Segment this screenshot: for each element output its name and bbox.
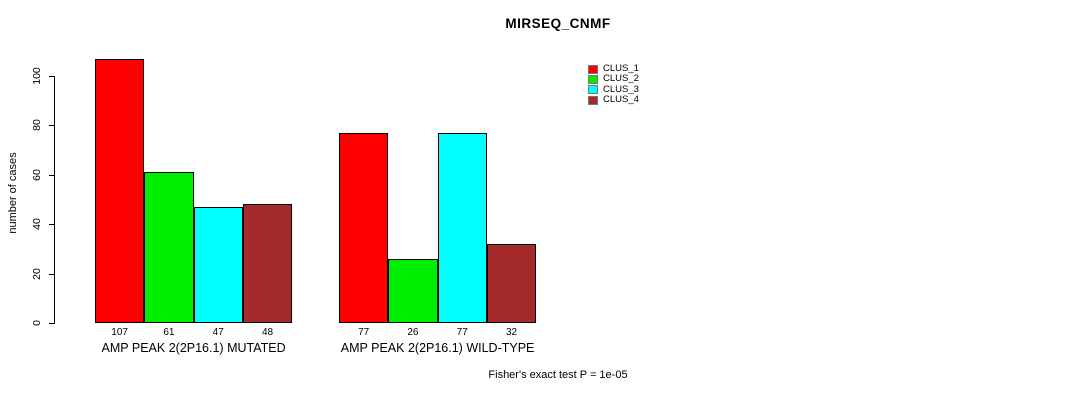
y-tick-label: 100 bbox=[31, 67, 43, 85]
bar-value-label: 77 bbox=[456, 327, 468, 338]
bar-clus_2-group1 bbox=[144, 172, 194, 323]
bar-clus_3-group1 bbox=[193, 206, 243, 323]
y-tick-mark bbox=[49, 174, 54, 176]
bar-value-label: 77 bbox=[358, 327, 370, 338]
y-tick-label: 40 bbox=[31, 218, 43, 231]
y-tick-mark bbox=[49, 76, 54, 77]
legend-swatch-icon bbox=[588, 85, 598, 95]
legend-swatch-icon bbox=[588, 95, 598, 105]
bar-clus_4-group2 bbox=[486, 243, 537, 323]
y-tick-label: 20 bbox=[31, 267, 43, 280]
legend-swatch-icon bbox=[588, 74, 598, 84]
bar-value-label: 47 bbox=[212, 327, 224, 338]
y-axis-line bbox=[54, 76, 55, 324]
legend-label: CLUS_2 bbox=[603, 73, 639, 85]
bar-value-label: 26 bbox=[407, 327, 419, 338]
y-tick-label: 0 bbox=[31, 320, 43, 326]
bar-value-label: 48 bbox=[261, 327, 274, 338]
bar-clus_1-group1 bbox=[95, 58, 145, 323]
y-tick-mark bbox=[49, 323, 54, 324]
chart-title: MIRSEQ_CNMF bbox=[505, 16, 611, 31]
legend-item-clus_3: CLUS_3 bbox=[588, 83, 639, 95]
legend: CLUS_1 CLUS_2 CLUS_3 CLUS_4 bbox=[588, 64, 639, 105]
bar-clus_1-group2 bbox=[339, 132, 389, 323]
y-axis-title: number of cases bbox=[7, 152, 19, 234]
group-label: AMP PEAK 2(2P16.1) WILD-TYPE bbox=[340, 341, 535, 355]
legend-item-clus_4: CLUS_4 bbox=[588, 95, 639, 105]
bar-clus_3-group2 bbox=[437, 132, 487, 323]
y-tick-mark bbox=[49, 125, 54, 127]
legend-swatch-icon bbox=[588, 64, 598, 74]
y-tick-label: 80 bbox=[31, 119, 43, 132]
legend-item-clus_1: CLUS_1 bbox=[588, 64, 639, 74]
legend-label: CLUS_1 bbox=[603, 63, 639, 75]
bar-value-label: 32 bbox=[505, 327, 518, 338]
footnote-text: Fisher's exact test P = 1e-05 bbox=[488, 369, 628, 381]
group-label: AMP PEAK 2(2P16.1) MUTATED bbox=[101, 341, 286, 355]
bar-clus_4-group1 bbox=[242, 204, 293, 323]
y-tick-mark bbox=[49, 224, 54, 226]
legend-label: CLUS_4 bbox=[603, 94, 639, 106]
legend-item-clus_2: CLUS_2 bbox=[588, 74, 639, 84]
bar-clus_2-group2 bbox=[388, 258, 438, 323]
y-tick-mark bbox=[49, 273, 54, 275]
y-tick-label: 60 bbox=[31, 168, 43, 181]
bar-value-label: 61 bbox=[163, 327, 175, 338]
legend-label: CLUS_3 bbox=[603, 83, 639, 95]
bar-value-label: 107 bbox=[111, 327, 128, 338]
